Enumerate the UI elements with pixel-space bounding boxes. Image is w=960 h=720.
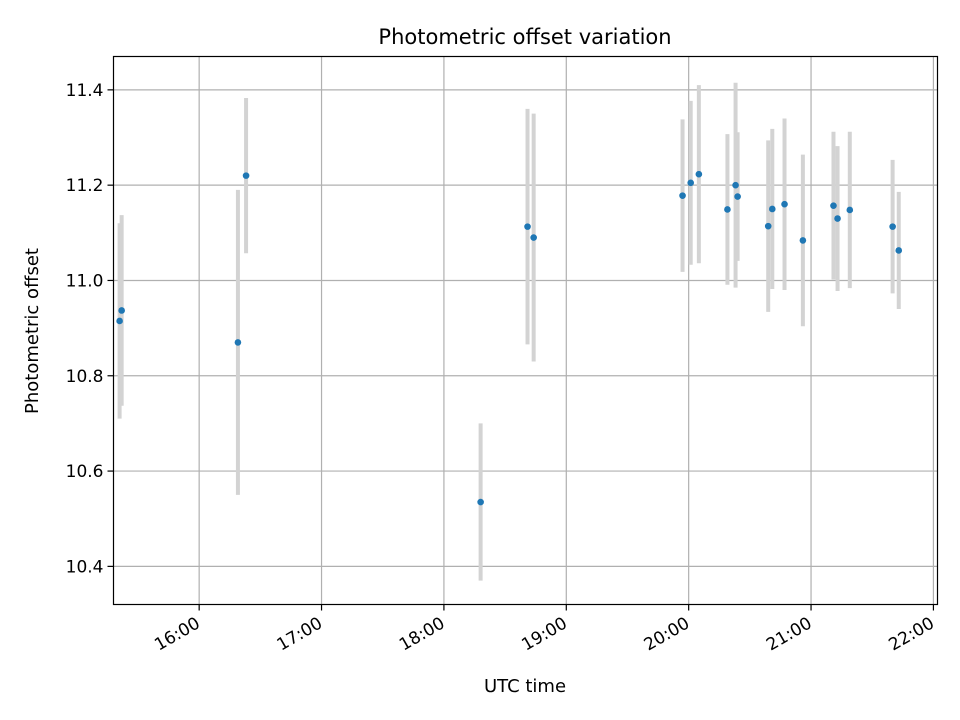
y-axis-label: Photometric offset bbox=[22, 248, 43, 414]
data-point bbox=[530, 234, 537, 241]
data-point bbox=[679, 192, 686, 199]
data-point bbox=[799, 237, 807, 244]
x-axis-label: UTC time bbox=[484, 676, 566, 697]
data-point bbox=[834, 215, 841, 222]
plot-frame bbox=[112, 55, 939, 606]
data-point bbox=[524, 223, 531, 230]
data-point bbox=[695, 170, 703, 178]
y-tick-label: 10.4 bbox=[66, 557, 104, 577]
point-layer bbox=[116, 170, 903, 506]
data-point bbox=[234, 339, 242, 346]
data-point bbox=[242, 172, 250, 179]
y-tick-label: 11.0 bbox=[66, 271, 104, 291]
chart-title: Photometric offset variation bbox=[378, 25, 671, 49]
data-point bbox=[734, 193, 741, 200]
data-point bbox=[895, 247, 903, 254]
data-point bbox=[732, 181, 739, 189]
data-point bbox=[764, 222, 772, 230]
data-point bbox=[724, 206, 731, 213]
y-tick-label: 10.6 bbox=[66, 462, 104, 482]
data-point bbox=[118, 307, 125, 314]
grid-layer bbox=[113, 56, 938, 605]
y-tick-label: 11.4 bbox=[66, 81, 104, 101]
y-tick-label: 11.2 bbox=[66, 176, 104, 196]
data-point bbox=[781, 200, 788, 208]
data-point bbox=[116, 317, 123, 325]
data-point bbox=[768, 205, 776, 213]
y-tick-label: 10.8 bbox=[66, 367, 104, 387]
data-point bbox=[477, 498, 484, 506]
data-point bbox=[830, 202, 837, 209]
data-point bbox=[687, 179, 695, 187]
data-point bbox=[889, 223, 896, 230]
data-point bbox=[846, 206, 854, 214]
